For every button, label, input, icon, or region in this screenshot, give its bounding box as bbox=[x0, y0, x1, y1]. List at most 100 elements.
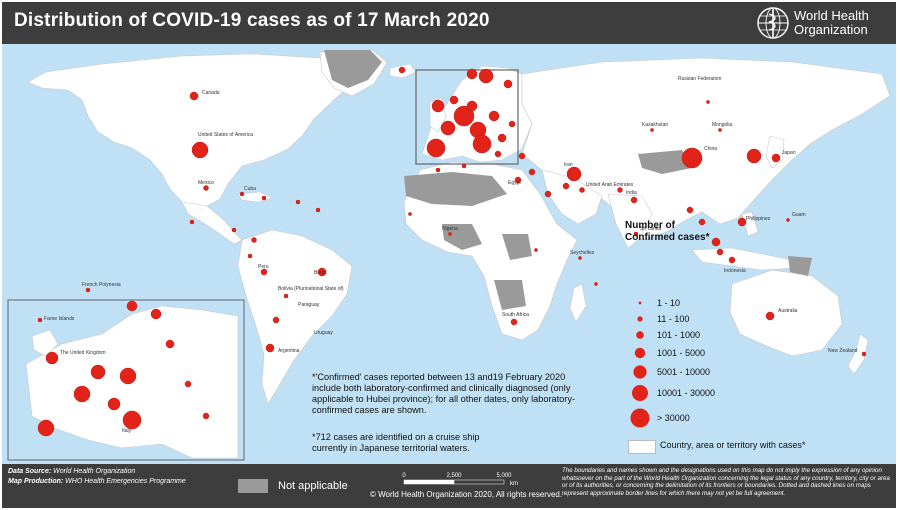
case-marker-caribbean-2 bbox=[261, 195, 267, 201]
case-marker-peru bbox=[260, 268, 268, 276]
case-marker-norway bbox=[466, 68, 478, 80]
case-marker-greece bbox=[494, 150, 502, 158]
case-marker-inset-spain bbox=[37, 419, 55, 437]
case-marker-french-polynesia bbox=[85, 287, 91, 293]
case-marker-inset-norway bbox=[126, 300, 138, 312]
data-source-value: World Health Organization bbox=[53, 468, 136, 475]
confirmed-note-line-4: confirmed cases are shown. bbox=[312, 405, 427, 415]
case-marker-south-africa bbox=[510, 318, 518, 326]
case-marker-saudi-arabia bbox=[544, 190, 552, 198]
map-production-label: Map Production: bbox=[8, 478, 64, 485]
legend-marker-7 bbox=[630, 408, 650, 428]
case-marker-new-zealand bbox=[861, 351, 867, 357]
case-marker-italy bbox=[472, 134, 492, 154]
case-marker-sri-lanka bbox=[633, 231, 639, 237]
label-brazil: Brazil bbox=[314, 270, 327, 276]
label-french-polynesia: French Polynesia bbox=[82, 282, 121, 288]
page-title: Distribution of COVID-19 cases as of 17 … bbox=[14, 10, 490, 31]
label-guam: Guam bbox=[792, 212, 806, 218]
case-marker-morocco bbox=[435, 167, 441, 173]
label-sri-lanka: Sri Lanka bbox=[640, 226, 661, 232]
label-indonesia: Indonesia bbox=[724, 268, 746, 274]
not-applicable-swatch bbox=[238, 479, 268, 493]
land-india bbox=[607, 193, 653, 249]
label-japan: Japan bbox=[782, 150, 796, 156]
label-mongolia: Mongolia bbox=[712, 122, 733, 128]
data-source: Data Source: World Health Organization bbox=[8, 468, 135, 475]
label-philippines: Philippines bbox=[746, 216, 771, 222]
case-marker-uae bbox=[579, 187, 585, 193]
label-china: China bbox=[704, 146, 717, 152]
case-marker-caribbean-4 bbox=[315, 207, 321, 213]
scale-tick-1: 2,500 bbox=[446, 473, 462, 479]
disclaimer: The boundaries and names shown and the d… bbox=[562, 467, 890, 497]
label-canada: Canada bbox=[202, 90, 220, 96]
label-uae: United Arab Emirates bbox=[586, 182, 634, 188]
cruise-note-line-2: currently in Japanese territorial waters… bbox=[312, 443, 470, 453]
label-nigeria: Nigeria bbox=[442, 226, 458, 232]
label-south-africa: South Africa bbox=[502, 312, 529, 318]
case-marker-uk bbox=[431, 99, 445, 113]
label-mexico: Mexico bbox=[198, 180, 214, 186]
label-kazakhstan: Kazakhstan bbox=[642, 122, 668, 128]
case-marker-malaysia bbox=[711, 237, 721, 247]
case-marker-spain bbox=[426, 138, 446, 158]
case-marker-colombia bbox=[251, 237, 257, 243]
land-central-america bbox=[181, 201, 243, 245]
case-marker-france bbox=[440, 120, 456, 136]
legend-label-4: 1001 - 5000 bbox=[657, 348, 706, 358]
legend-label-1: 1 - 10 bbox=[657, 298, 681, 308]
who-name-line2: Organization bbox=[794, 22, 868, 37]
case-marker-ukraine bbox=[508, 120, 516, 128]
who-name-line1: World Health bbox=[794, 8, 869, 23]
case-marker-ecuador bbox=[247, 253, 253, 259]
case-marker-seychelles bbox=[578, 256, 582, 260]
label-peru: Peru bbox=[258, 264, 269, 270]
case-marker-chile bbox=[272, 316, 280, 324]
legend-marker-4 bbox=[634, 347, 646, 359]
case-marker-inset-germany bbox=[119, 367, 137, 385]
case-marker-caribbean-3 bbox=[295, 199, 301, 205]
case-marker-nigeria bbox=[448, 232, 452, 236]
case-marker-mauritius bbox=[594, 282, 598, 286]
scale-tick-0: 0 bbox=[402, 473, 406, 479]
case-marker-qatar bbox=[562, 182, 570, 190]
legend-marker-1 bbox=[638, 301, 642, 305]
land-madagascar bbox=[569, 283, 587, 323]
case-marker-japan bbox=[771, 153, 781, 163]
label-argentina: Argentina bbox=[278, 348, 300, 354]
land-arabia bbox=[541, 169, 603, 225]
legend-label-2: 11 - 100 bbox=[657, 314, 690, 324]
label-new-zealand: New Zealand bbox=[828, 348, 858, 354]
case-marker-inset-hungary bbox=[184, 380, 192, 388]
label-iran: Iran bbox=[564, 162, 573, 168]
label-india: India bbox=[626, 190, 637, 196]
legend-title: Number of Confirmed cases* bbox=[625, 220, 735, 244]
case-marker-inset-greece bbox=[202, 412, 210, 420]
header-bar: Distribution of COVID-19 cases as of 17 … bbox=[2, 2, 896, 44]
legend-marker-6 bbox=[632, 385, 648, 401]
case-marker-thailand bbox=[686, 206, 694, 214]
case-marker-israel bbox=[528, 168, 536, 176]
case-marker-indonesia bbox=[728, 256, 736, 264]
case-marker-bolivia bbox=[283, 293, 289, 299]
cruise-note-line-1: *712 cases are identified on a cruise sh… bbox=[312, 432, 480, 442]
legend-country-swatch bbox=[628, 440, 656, 454]
map-labels: Canada United States of America Mexico C… bbox=[44, 76, 858, 434]
case-marker-guatemala bbox=[189, 219, 195, 225]
land-new-zealand bbox=[847, 333, 869, 375]
label-italy: Italy bbox=[122, 428, 132, 434]
case-marker-mexico bbox=[203, 185, 209, 191]
case-marker-inset-italy bbox=[122, 410, 142, 430]
confirmed-cases-note: *'Confirmed' cases reported between 13 a… bbox=[312, 372, 612, 416]
label-faroe: Faroe Islands bbox=[44, 316, 75, 322]
legend-country-label: Country, area or territory with cases* bbox=[660, 440, 806, 450]
case-marker-senegal bbox=[408, 212, 412, 216]
cruise-ship-note: *712 cases are identified on a cruise sh… bbox=[312, 432, 572, 454]
scale-tick-2: 5,000 bbox=[496, 473, 512, 479]
legend-marker-5 bbox=[633, 365, 647, 379]
label-australia: Australia bbox=[778, 308, 798, 314]
legend-title-line1: Number of bbox=[625, 220, 675, 231]
label-seychelles: Seychelles bbox=[570, 250, 595, 256]
legend-marker-3 bbox=[636, 331, 644, 339]
